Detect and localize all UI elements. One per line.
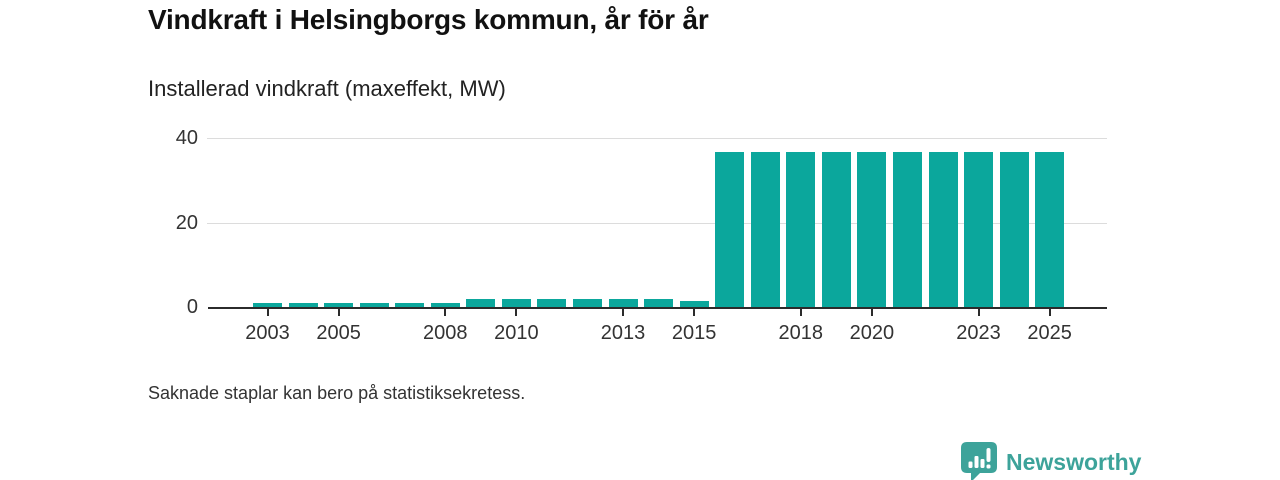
x-tick-mark [266,309,269,316]
newsworthy-logo-text: Newsworthy [1006,449,1142,475]
chart-bar [466,299,495,307]
chart-bar [893,152,922,307]
y-tick-label: 40 [175,127,198,149]
x-tick-mark [622,309,625,316]
y-tick-label: 20 [175,211,198,234]
gridline [207,138,1107,139]
y-tick-label: 0 [186,296,198,318]
chart-bar [253,303,282,307]
x-tick-mark [799,309,802,316]
x-tick-label: 2015 [671,322,717,344]
x-tick-mark [337,309,340,316]
chart-subtitle: Installerad vindkraft (maxeffekt, MW) [148,76,506,101]
x-tick-label: 2010 [494,322,539,344]
chart-bar [324,303,353,307]
x-tick-mark [444,309,447,316]
chart-title: Vindkraft i Helsingborgs kommun, år för … [148,4,709,35]
chart-bar [609,299,638,307]
chart-bar [573,299,602,307]
x-tick-label: 2023 [956,322,1001,344]
chart-bar [857,152,886,307]
x-tick-label: 2005 [316,322,361,344]
x-tick-label: 2008 [423,322,468,344]
chart-bar [537,299,566,307]
chart-bar [395,303,424,307]
chart-bar [502,299,531,307]
chart-bar [822,152,851,307]
newsworthy-logo: Newsworthy [960,441,1141,480]
chart-bar [786,152,815,307]
chart-bar [715,152,744,307]
chart-bar [964,152,993,307]
newsworthy-logo-icon [961,442,997,480]
chart-bar [1000,152,1029,307]
chart-bar [289,303,318,307]
chart-bar [680,301,709,307]
chart-bar [431,303,460,307]
gridline [207,222,1107,224]
x-tick-mark [515,309,518,316]
x-tick-label: 2025 [1027,322,1072,344]
x-tick-label: 2020 [849,322,895,344]
x-tick-mark [693,309,696,316]
chart-footnote: Saknade staplar kan bero på statistiksek… [148,383,526,403]
chart-bar [929,152,958,307]
x-tick-label: 2018 [778,322,824,344]
chart-bar [751,152,780,307]
x-tick-mark [870,309,873,316]
chart-bar [1035,152,1064,307]
x-axis-line [208,307,1107,309]
x-tick-mark [1048,309,1051,316]
x-tick-label: 2003 [245,322,290,344]
chart-bar [644,299,673,307]
x-tick-label: 2013 [600,322,646,344]
x-tick-mark [977,309,980,316]
chart-bar [360,303,389,307]
